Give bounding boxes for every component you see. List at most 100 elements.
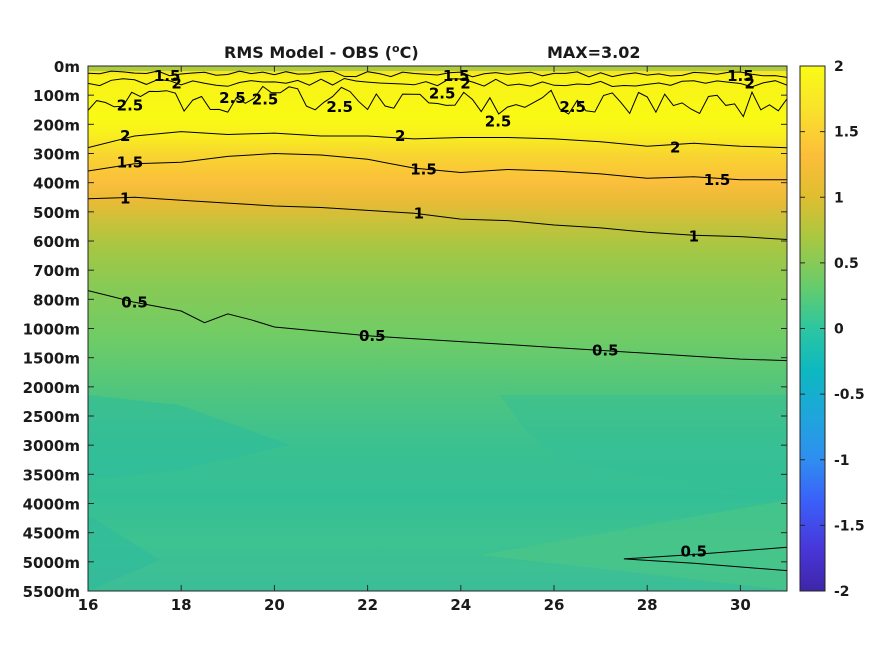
y-tick-label: 700m — [33, 262, 80, 280]
y-tick-label: 0m — [54, 58, 80, 76]
contour-label-text: 1.5 — [727, 67, 754, 85]
y-tick-label: 2000m — [23, 379, 80, 397]
y-axis: 0m 100m 200m 300m 400m 500m 600m 700m 800m 1000m 1… — [23, 58, 787, 601]
deep-cool-tongue-right — [500, 395, 787, 500]
y-tick-label: 4000m — [23, 496, 80, 514]
y-tick-label: 3000m — [23, 437, 80, 455]
contour-0.5-abyssal — [623, 546, 787, 572]
contour-label-text: 1 — [414, 204, 424, 222]
y-tick-label: 5000m — [23, 554, 80, 572]
contour-label: 2 — [120, 127, 130, 145]
contour-label-text: 2.5 — [252, 91, 279, 109]
x-axis: 16 18 20 22 24 26 28 30 — [78, 66, 751, 614]
colorbar-tick-label: -1 — [834, 453, 850, 469]
x-tick-label: 18 — [171, 596, 192, 614]
y-tick-label: 3500m — [23, 466, 80, 484]
contour-label-text: 1.5 — [154, 67, 181, 85]
contour-1.5 — [88, 152, 787, 181]
y-tick-label: 200m — [33, 116, 80, 134]
contour-label: 2 — [395, 127, 405, 145]
contour-label-text: 2.5 — [559, 98, 586, 116]
contour-2 — [88, 131, 787, 149]
contour-label: 0.5 — [592, 341, 619, 359]
contour-label-text: 1.5 — [410, 161, 437, 179]
contour-label-text: 1.5 — [704, 171, 731, 189]
contour-2-upper — [88, 77, 787, 88]
colorbar-tick-label: 0.5 — [834, 256, 859, 272]
contour-label-text: 2 — [120, 127, 130, 145]
contour-label: 1 — [689, 228, 699, 246]
max-label: MAX=3.02 — [547, 43, 641, 62]
colorbar-tick-label: 1.5 — [834, 125, 859, 141]
contour-label: 2.5 — [117, 96, 144, 114]
contour-label: 1 — [120, 190, 130, 208]
contour-label-text: 0.5 — [359, 327, 386, 345]
y-tick-label: 5500m — [23, 583, 80, 601]
contour-label: 1.5 — [154, 67, 181, 85]
x-tick-label: 16 — [78, 596, 99, 614]
y-tick-label: 1000m — [23, 321, 80, 339]
heatmap-field: 1.522.5 2.5 2.5 2.51.522.52.52.51.522 221.5 1… — [88, 66, 787, 591]
x-tick-label: 24 — [450, 596, 471, 614]
contour-label: 0.5 — [121, 293, 148, 311]
contour-label-text: 2 — [670, 139, 680, 157]
x-tick-label: 30 — [730, 596, 751, 614]
chart-title: RMS Model - OBS (oC) — [224, 42, 419, 62]
contour-label-text: 2.5 — [326, 98, 353, 116]
contour-label-text: 2 — [745, 75, 755, 93]
contour-label: 2.5 — [485, 112, 512, 130]
bottom-left-cool — [88, 515, 160, 591]
colorbar-ticks: 2 1.5 1 0.5 0 -0.5 -1 -1.5 -2 — [800, 59, 865, 600]
contour-label-text: 0.5 — [681, 543, 708, 561]
colorbar-tick-label: -0.5 — [834, 387, 865, 403]
contour-label-text: 1 — [689, 228, 699, 246]
y-tick-label: 500m — [33, 204, 80, 222]
abyssal-warm-wedge — [480, 500, 787, 590]
contour-lines — [88, 70, 787, 572]
colorbar-tick-label: 2 — [834, 59, 844, 75]
colorbar-tick-label: 1 — [834, 190, 844, 206]
colorbar-tick-label: 0 — [834, 322, 844, 338]
contour-label-text: 0.5 — [121, 293, 148, 311]
contour-labels: 1.522.5 2.5 2.5 2.51.522.52.52.51.522 221.5 1… — [117, 67, 755, 560]
contour-label-text: 2.5 — [429, 85, 456, 103]
contour-label: 2.5 — [559, 98, 586, 116]
contour-label: 1.5 — [704, 171, 731, 189]
contour-label: 2.5 — [326, 98, 353, 116]
x-tick-label: 26 — [544, 596, 565, 614]
contour-label: 0.5 — [359, 327, 386, 345]
contour-0.5 — [88, 290, 787, 362]
x-tick-label: 28 — [637, 596, 658, 614]
contour-label: 2.5 — [429, 85, 456, 103]
y-tick-label: 400m — [33, 175, 80, 193]
contour-label: 0.5 — [681, 543, 708, 561]
y-tick-label: 800m — [33, 291, 80, 309]
contour-label: 1.5 — [117, 153, 144, 171]
contour-1.5-surface — [88, 70, 787, 78]
colorbar-tick-label: -2 — [834, 584, 850, 600]
contour-label-text: 1 — [120, 190, 130, 208]
y-tick-label: 100m — [33, 87, 80, 105]
x-tick-label: 20 — [264, 596, 285, 614]
contour-label-text: 2 — [395, 127, 405, 145]
contour-label: 1.5 — [727, 67, 754, 85]
x-tick-label: 22 — [357, 596, 378, 614]
contour-label: 1.5 — [443, 67, 470, 85]
contour-2.5-band — [88, 85, 787, 118]
contour-label: 2.5 — [219, 89, 246, 107]
contour-1 — [88, 196, 787, 240]
deep-cool-tongue — [88, 395, 290, 480]
contour-label: 2 — [670, 139, 680, 157]
contour-label: 2 — [745, 75, 755, 93]
contour-label-text: 2.5 — [219, 89, 246, 107]
title-unit-superscript: o — [392, 42, 400, 55]
y-tick-label: 300m — [33, 146, 80, 164]
contour-label: 2 — [460, 75, 470, 93]
surface-strip — [88, 66, 787, 71]
contour-label: 2.5 — [252, 91, 279, 109]
contour-label-text: 2 — [460, 75, 470, 93]
y-tick-label: 1500m — [23, 350, 80, 368]
y-tick-label: 600m — [33, 233, 80, 251]
contour-label: 1 — [414, 204, 424, 222]
